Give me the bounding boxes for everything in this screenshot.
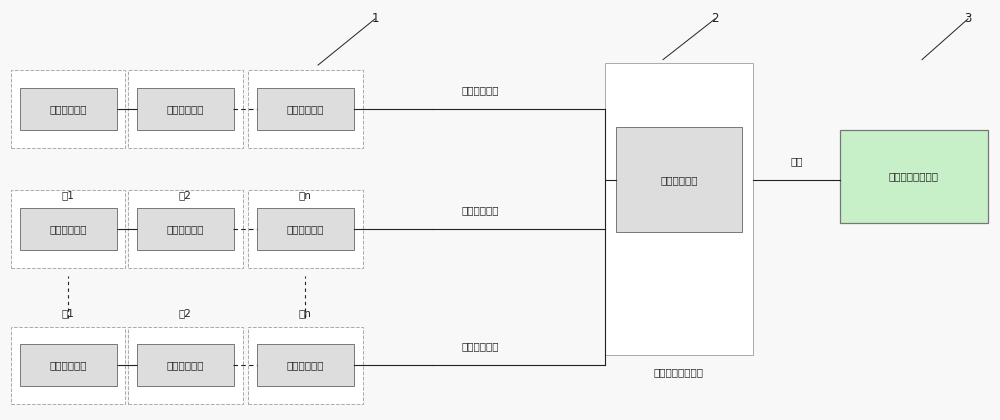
Text: 组1: 组1 xyxy=(62,190,74,200)
Text: 电力载波信号: 电力载波信号 xyxy=(461,85,499,95)
Text: 组件监控单元: 组件监控单元 xyxy=(286,224,324,234)
Text: 组2: 组2 xyxy=(179,308,191,318)
Bar xyxy=(256,208,354,250)
Bar xyxy=(840,130,988,223)
Text: 组n: 组n xyxy=(299,190,311,200)
Bar xyxy=(248,327,362,404)
Text: 组件监控单元: 组件监控单元 xyxy=(166,224,204,234)
Text: 信号接收电路: 信号接收电路 xyxy=(660,175,698,185)
Bar xyxy=(20,88,116,130)
Text: 1: 1 xyxy=(371,13,379,25)
Text: 组1: 组1 xyxy=(62,308,74,318)
Bar xyxy=(128,327,242,404)
Bar xyxy=(128,70,242,148)
Text: 2: 2 xyxy=(711,13,719,25)
Text: 汇流筱或接收装置: 汇流筱或接收装置 xyxy=(654,367,704,377)
Text: 组件监控单元: 组件监控单元 xyxy=(49,104,87,114)
Text: 通讯: 通讯 xyxy=(790,156,803,166)
Bar xyxy=(11,70,126,148)
Bar xyxy=(256,344,354,386)
Bar xyxy=(20,344,116,386)
Bar xyxy=(128,190,242,268)
Text: 组件监控单元: 组件监控单元 xyxy=(166,104,204,114)
Bar xyxy=(136,88,234,130)
Text: 组件监控单元: 组件监控单元 xyxy=(49,360,87,370)
Text: 组件监控单元: 组件监控单元 xyxy=(166,360,204,370)
Bar xyxy=(11,327,126,404)
Bar xyxy=(248,70,362,148)
Text: 组件监控单元: 组件监控单元 xyxy=(49,224,87,234)
Bar xyxy=(20,208,116,250)
Bar xyxy=(136,208,234,250)
Text: 电力载波信号: 电力载波信号 xyxy=(461,205,499,215)
Text: 3: 3 xyxy=(964,13,972,25)
Bar xyxy=(256,88,354,130)
Bar xyxy=(616,127,742,232)
Bar xyxy=(248,190,362,268)
Text: 组n: 组n xyxy=(299,308,311,318)
Text: 组2: 组2 xyxy=(179,190,191,200)
Text: 组件监控单元: 组件监控单元 xyxy=(286,360,324,370)
Bar xyxy=(11,190,126,268)
Bar xyxy=(605,63,753,355)
Text: 组件监控单元: 组件监控单元 xyxy=(286,104,324,114)
Text: 电力载波信号: 电力载波信号 xyxy=(461,341,499,352)
Bar xyxy=(136,344,234,386)
Text: 监控后台或逆变器: 监控后台或逆变器 xyxy=(889,171,939,181)
